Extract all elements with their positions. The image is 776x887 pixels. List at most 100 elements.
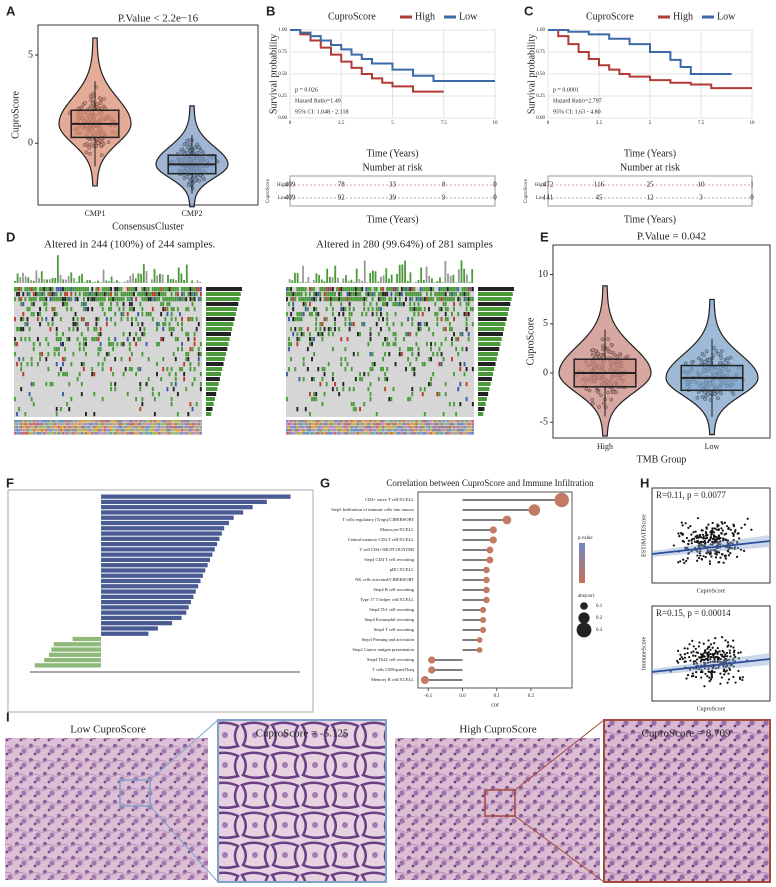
bar — [101, 515, 234, 520]
jitter-dot — [609, 397, 614, 402]
clinical-track — [400, 423, 403, 426]
mutation-cell — [139, 407, 142, 412]
clinical-track — [18, 423, 21, 426]
mutation-cell — [440, 342, 443, 347]
mutation-cell — [114, 387, 117, 392]
mutation-cell — [361, 312, 364, 317]
mutation-cell — [51, 322, 54, 327]
clinical-track — [415, 432, 418, 435]
mutation-cell — [130, 287, 133, 292]
tmb-bar — [315, 273, 318, 283]
mutation-cell — [62, 392, 64, 397]
mutation-cell — [51, 287, 54, 292]
mutation-cell — [386, 302, 389, 307]
mutation-cell — [444, 392, 447, 397]
scatter-dot — [739, 548, 743, 551]
scatter-dot — [686, 557, 689, 560]
scatter-dot — [726, 641, 730, 644]
mutation-cell — [160, 287, 163, 292]
mutation-cell — [95, 292, 98, 297]
dot — [486, 556, 494, 564]
clinical-track — [99, 429, 102, 432]
mutation-cell — [195, 292, 198, 297]
tmb-bar — [150, 279, 153, 283]
mutation-cell — [130, 322, 133, 327]
mutation-cell — [292, 307, 295, 312]
clinical-track — [440, 429, 443, 432]
clinical-track — [16, 423, 19, 426]
mutation-cell — [348, 387, 351, 392]
tmb-bar — [108, 280, 110, 283]
jitter-dot — [87, 145, 92, 150]
scatter-dot — [719, 540, 722, 543]
mutation-cell — [99, 342, 102, 347]
tmb-bar — [185, 264, 188, 283]
mutation-cell — [20, 287, 23, 292]
mutation-cell — [432, 352, 435, 357]
scatter-dot — [729, 655, 732, 658]
clinical-track — [162, 420, 165, 423]
clinical-track — [409, 426, 412, 429]
mutation-cell — [122, 302, 125, 307]
clinical-track — [95, 426, 98, 429]
clinical-track — [315, 432, 318, 435]
mutation-cell — [442, 327, 445, 332]
mutation-cell — [130, 367, 133, 372]
mutation-cell — [57, 337, 60, 342]
tmb-bar — [350, 279, 353, 283]
scatter-dot — [680, 655, 683, 659]
scatter-dot — [706, 536, 709, 540]
jitter-dot — [584, 387, 589, 392]
scatter-dot — [728, 649, 731, 652]
mutation-cell — [411, 287, 414, 292]
mutation-cell — [95, 317, 98, 322]
scatter-dot — [684, 660, 687, 663]
mutation-cell — [147, 312, 150, 317]
mutation-cell — [162, 297, 165, 302]
mutation-cell — [183, 372, 186, 377]
clinical-track — [51, 432, 54, 435]
mutation-cell — [327, 287, 330, 292]
mutation-cell — [394, 292, 397, 297]
mutation-cell — [363, 322, 366, 327]
scatter-dot — [729, 645, 732, 648]
mutation-cell — [120, 342, 123, 347]
clinical-track — [43, 426, 46, 429]
mutation-cell — [59, 317, 62, 322]
clinical-track — [319, 429, 322, 432]
scatter-dot — [727, 672, 730, 675]
mutation-cell — [411, 347, 414, 352]
tmb-bar — [81, 273, 83, 283]
clinical-track — [286, 429, 289, 432]
mutation-cell — [288, 347, 290, 352]
scatter-dot — [704, 662, 707, 665]
clinical-track — [193, 429, 196, 432]
mutation-cell — [321, 367, 324, 372]
mutation-cell — [367, 387, 370, 392]
scatter-dot — [692, 531, 695, 534]
jitter-dot — [594, 355, 598, 360]
mutation-cell — [141, 307, 144, 312]
mutation-cell — [411, 317, 414, 322]
mutation-cell — [166, 367, 169, 372]
mutation-cell — [151, 287, 154, 292]
x-tick-label: 0 — [289, 121, 292, 126]
mutation-cell — [174, 382, 177, 387]
clinical-track — [413, 432, 416, 435]
mutation-cell — [181, 367, 183, 372]
clinical-track — [130, 426, 134, 429]
scatter-dot — [750, 528, 753, 531]
mutation-cell — [39, 292, 41, 297]
mutation-cell — [380, 327, 382, 332]
clinical-track — [72, 426, 75, 429]
scatter-dot — [690, 651, 693, 654]
clinical-track — [465, 432, 468, 435]
tmb-bar — [449, 275, 452, 283]
tmb-bar — [43, 279, 46, 283]
clinical-track — [149, 426, 152, 429]
clinical-track — [288, 426, 291, 429]
zoom-line — [149, 719, 219, 781]
clinical-track — [342, 420, 345, 423]
bar — [101, 547, 215, 552]
gene-bar — [206, 312, 236, 316]
